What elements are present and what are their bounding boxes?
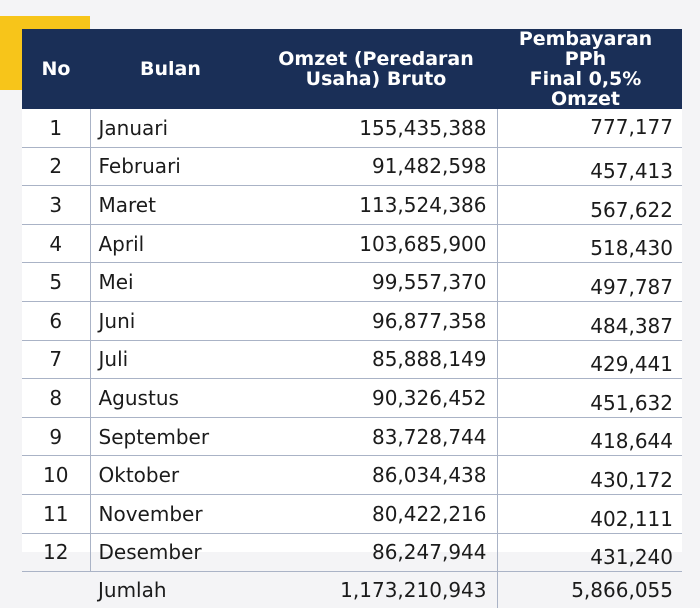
cell-pph: 430,172	[497, 455, 682, 495]
cell-bulan: Februari	[90, 147, 255, 187]
total-omzet: 1,173,210,943	[255, 571, 498, 608]
cell-pph: 402,111	[497, 494, 682, 534]
header-pph: Pembayaran PPh Final 0,5% Omzet	[497, 29, 682, 109]
cell-bulan: Mei	[90, 262, 255, 302]
cell-bulan: September	[90, 417, 255, 457]
cell-pph: 518,430	[497, 224, 682, 264]
cell-no: 6	[22, 301, 91, 341]
cell-no: 8	[22, 378, 91, 418]
cell-omzet: 155,435,388	[255, 109, 498, 148]
tax-table-card: No Bulan Omzet (Peredaran Usaha) Bruto P…	[22, 29, 682, 608]
header-pph-line1: Pembayaran PPh	[518, 28, 653, 70]
cell-omzet: 85,888,149	[255, 340, 498, 380]
cell-pph: 567,622	[497, 185, 682, 225]
cell-omzet: 80,422,216	[255, 494, 498, 534]
header-omzet-line2: Usaha) Bruto	[305, 68, 447, 90]
cell-bulan: Juli	[90, 340, 255, 380]
cell-bulan: Maret	[90, 185, 255, 225]
cell-no: 2	[22, 147, 91, 187]
cell-bulan: Januari	[90, 109, 255, 148]
cell-bulan: Desember	[90, 533, 255, 573]
cell-omzet: 113,524,386	[255, 185, 498, 225]
header-no: No	[22, 29, 90, 109]
total-pph: 5,866,055	[571, 577, 673, 602]
cell-no: 12	[22, 533, 91, 573]
cell-omzet: 91,482,598	[255, 147, 498, 187]
cell-no: 3	[22, 185, 91, 225]
table-row: 7 Juli 85,888,149 429,441	[22, 340, 682, 380]
cell-pph: 431,240	[497, 533, 682, 573]
table-row: 6 Juni 96,877,358 484,387	[22, 301, 682, 341]
table-row: 2 Februari 91,482,598 457,413	[22, 147, 682, 187]
header-omzet-line1: Omzet (Peredaran	[278, 48, 474, 70]
table-row: 8 Agustus 90,326,452 451,632	[22, 378, 682, 418]
table-row: 4 April 103,685,900 518,430	[22, 224, 682, 264]
cell-no: 10	[22, 455, 91, 495]
cell-bulan: April	[90, 224, 255, 264]
cell-omzet: 96,877,358	[255, 301, 498, 341]
cell-omzet: 99,557,370	[255, 262, 498, 302]
total-row: Jumlah 1,173,210,943 5,866,055	[22, 571, 682, 608]
table-header-row: No Bulan Omzet (Peredaran Usaha) Bruto P…	[22, 29, 682, 109]
table-row: 5 Mei 99,557,370 497,787	[22, 262, 682, 302]
total-label: Jumlah	[98, 577, 167, 602]
cell-omzet: 86,034,438	[255, 455, 498, 495]
cell-pph: 484,387	[497, 301, 682, 341]
header-bulan: Bulan	[90, 29, 255, 109]
header-omzet: Omzet (Peredaran Usaha) Bruto	[255, 29, 497, 109]
cell-no-empty	[22, 572, 90, 608]
cell-bulan: Oktober	[90, 455, 255, 495]
table-row: 3 Maret 113,524,386 567,622	[22, 185, 682, 225]
cell-no: 11	[22, 494, 91, 534]
table-row: 1 Januari 155,435,388 777,177	[22, 109, 682, 148]
header-pph-line2: Final 0,5% Omzet	[529, 68, 642, 110]
cell-no: 7	[22, 340, 91, 380]
tax-table: No Bulan Omzet (Peredaran Usaha) Bruto P…	[22, 29, 682, 608]
cell-no: 4	[22, 224, 91, 264]
cell-omzet: 83,728,744	[255, 417, 498, 457]
table-row: 9 September 83,728,744 418,644	[22, 417, 682, 457]
cell-no: 5	[22, 262, 91, 302]
cell-bulan: November	[90, 494, 255, 534]
cell-omzet: 90,326,452	[255, 378, 498, 418]
cell-bulan: Juni	[90, 301, 255, 341]
cell-no: 1	[22, 109, 91, 148]
cell-omzet: 86,247,944	[255, 533, 498, 573]
cell-pph: 418,644	[497, 417, 682, 457]
table-row: 12 Desember 86,247,944 431,240	[22, 533, 682, 573]
cell-bulan: Agustus	[90, 378, 255, 418]
table-row: 10 Oktober 86,034,438 430,172	[22, 455, 682, 495]
cell-pph: 451,632	[497, 378, 682, 418]
cell-pph: 497,787	[497, 262, 682, 302]
cell-no: 9	[22, 417, 91, 457]
table-row: 11 November 80,422,216 402,111	[22, 494, 682, 534]
cell-pph: 777,177	[497, 109, 682, 148]
cell-pph: 457,413	[497, 147, 682, 187]
cell-omzet: 103,685,900	[255, 224, 498, 264]
cell-pph: 429,441	[497, 340, 682, 380]
